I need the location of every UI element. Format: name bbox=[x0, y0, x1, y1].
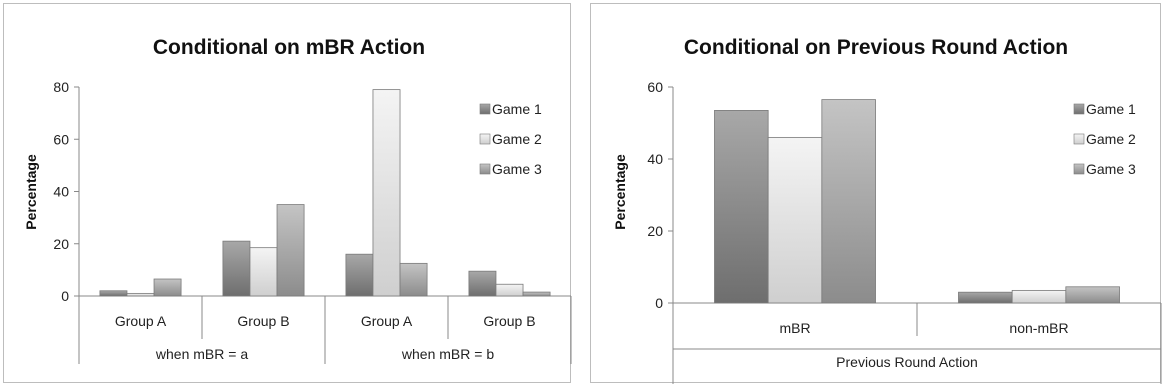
legend-swatch bbox=[1073, 103, 1085, 115]
legend-label: Game 3 bbox=[1086, 161, 1136, 177]
legend-swatch bbox=[1073, 133, 1085, 145]
bar-game-1 bbox=[714, 110, 769, 304]
y-tick-label: 20 bbox=[53, 236, 69, 252]
y-tick-label: 60 bbox=[53, 131, 69, 147]
y-tick-label: 80 bbox=[53, 79, 69, 95]
legend-label: Game 2 bbox=[1086, 131, 1136, 147]
legend-label: Game 2 bbox=[492, 131, 542, 147]
right-chart-svg: Conditional on Previous Round Action Per… bbox=[612, 36, 1162, 384]
bar-game-1 bbox=[222, 240, 251, 297]
group-label: when mBR = a bbox=[155, 346, 248, 362]
x-tick-label: Group A bbox=[361, 313, 413, 329]
legend-swatch bbox=[1073, 163, 1085, 175]
bar-game-3 bbox=[276, 204, 305, 297]
legend-label: Game 1 bbox=[1086, 101, 1136, 117]
x-tick-label: Group B bbox=[483, 313, 535, 329]
bar-game-1 bbox=[468, 270, 497, 297]
y-tick-label: 60 bbox=[647, 79, 663, 95]
y-tick-label: 20 bbox=[647, 223, 663, 239]
right-chart-panel: Conditional on Previous Round Action Per… bbox=[590, 3, 1162, 384]
bar-game-2 bbox=[372, 89, 401, 297]
x-tick-label: Group B bbox=[237, 313, 289, 329]
legend-swatch bbox=[479, 103, 491, 115]
y-tick-label: 40 bbox=[647, 151, 663, 167]
chart-title: Conditional on Previous Round Action bbox=[684, 36, 1068, 59]
legend-swatch bbox=[479, 133, 491, 145]
legend-label: Game 1 bbox=[492, 101, 542, 117]
bar-game-1 bbox=[345, 253, 374, 297]
y-tick-label: 0 bbox=[655, 295, 663, 311]
left-chart-svg: Conditional on mBR Action Percentage 0 20… bbox=[23, 36, 572, 364]
bar-game-2 bbox=[495, 283, 524, 297]
bar-game-3 bbox=[1065, 286, 1120, 304]
bar-game-3 bbox=[399, 262, 428, 297]
legend-swatch bbox=[479, 163, 491, 175]
chart-title: Conditional on mBR Action bbox=[153, 36, 425, 59]
bar-game-2 bbox=[249, 247, 278, 297]
left-chart-panel: Conditional on mBR Action Percentage 0 20… bbox=[3, 3, 572, 383]
bar-game-2 bbox=[126, 292, 155, 297]
bar-game-1 bbox=[958, 291, 1013, 304]
y-axis-label: Percentage bbox=[612, 154, 628, 230]
y-axis-label: Percentage bbox=[23, 154, 39, 230]
legend-label: Game 3 bbox=[492, 161, 542, 177]
x-axis-label: Previous Round Action bbox=[836, 354, 978, 370]
group-label: when mBR = b bbox=[401, 346, 494, 362]
y-tick-label: 0 bbox=[61, 288, 69, 304]
bar-game-2 bbox=[1011, 289, 1067, 304]
x-tick-label: non-mBR bbox=[1009, 320, 1068, 336]
x-tick-label: mBR bbox=[779, 320, 810, 336]
bar-game-3 bbox=[821, 99, 876, 304]
bar-game-3 bbox=[522, 291, 551, 297]
bar-game-2 bbox=[767, 136, 823, 304]
y-tick-label: 40 bbox=[53, 184, 69, 200]
bar-game-3 bbox=[153, 278, 182, 297]
x-tick-label: Group A bbox=[115, 313, 167, 329]
bar-game-1 bbox=[99, 290, 128, 297]
